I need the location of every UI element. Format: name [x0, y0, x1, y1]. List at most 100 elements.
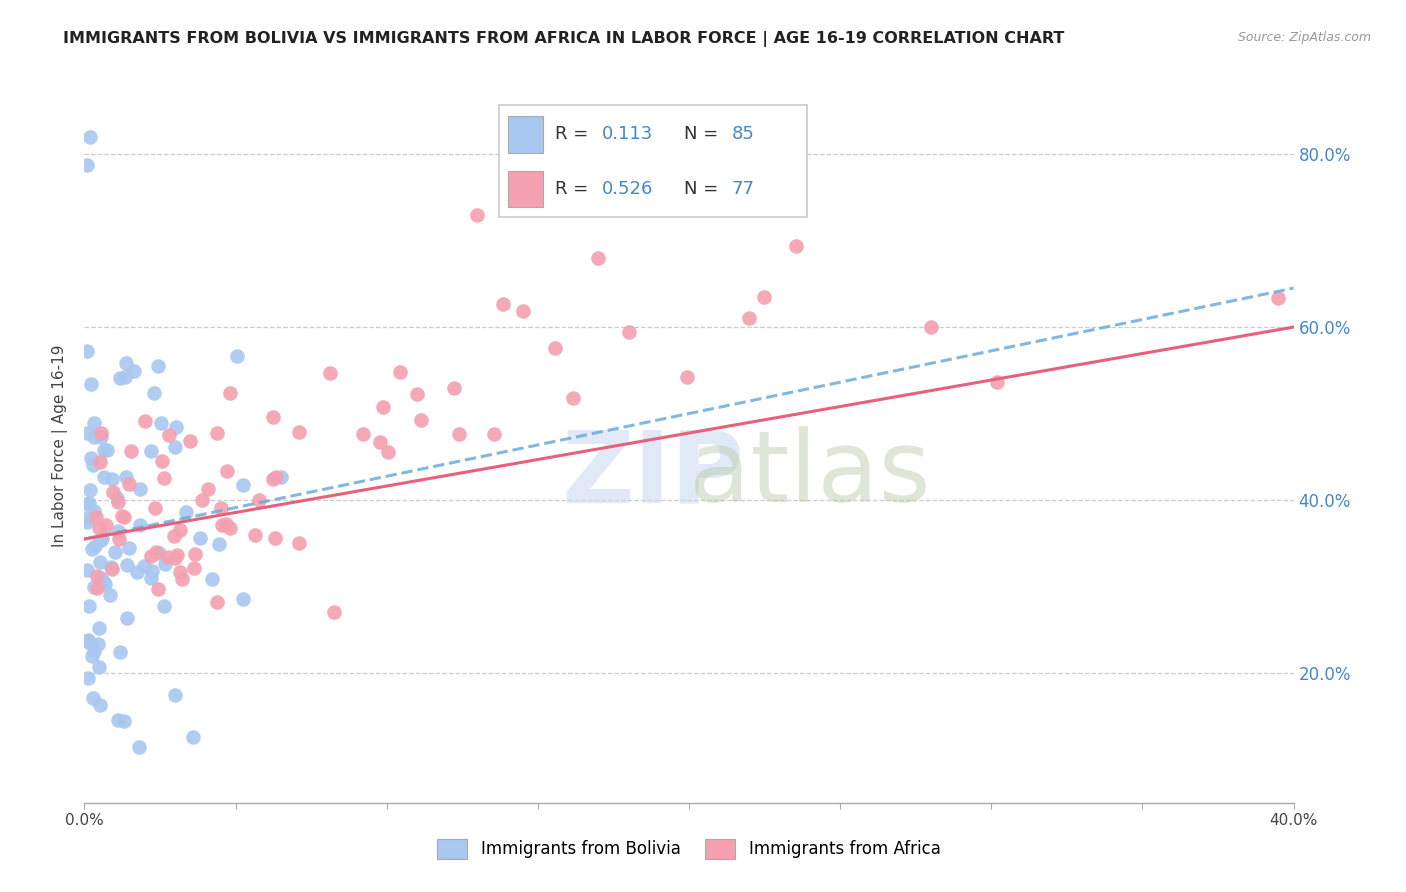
Point — [93, 443, 115, 458]
Point — [205, 595, 228, 609]
Point — [209, 501, 232, 516]
Point — [89, 455, 111, 469]
Point — [181, 730, 204, 744]
Point — [752, 290, 775, 304]
Point — [90, 430, 112, 444]
Point — [112, 714, 135, 728]
Point — [76, 671, 98, 685]
Point — [264, 470, 287, 484]
Point — [449, 427, 471, 442]
Point — [86, 509, 108, 524]
Point — [211, 517, 233, 532]
Point — [157, 427, 180, 442]
Point — [155, 557, 177, 571]
Point — [83, 644, 105, 658]
Point — [82, 691, 104, 706]
Point — [153, 471, 176, 485]
Point — [215, 517, 238, 532]
Point — [141, 571, 163, 585]
Point — [409, 412, 432, 426]
Point — [89, 555, 111, 569]
Point — [163, 440, 186, 454]
Point — [492, 297, 515, 311]
Point — [377, 445, 399, 459]
Point — [134, 414, 156, 428]
Point — [150, 454, 173, 468]
Point — [176, 505, 198, 519]
Text: IMMIGRANTS FROM BOLIVIA VS IMMIGRANTS FROM AFRICA IN LABOR FORCE | AGE 16-19 COR: IMMIGRANTS FROM BOLIVIA VS IMMIGRANTS FR… — [63, 31, 1064, 47]
Point — [179, 434, 201, 448]
Point — [262, 472, 284, 486]
Point — [165, 688, 187, 702]
Point — [115, 356, 138, 370]
Point — [368, 435, 391, 450]
Point — [107, 494, 129, 508]
Point — [141, 443, 163, 458]
Point — [107, 713, 129, 727]
Point — [117, 541, 139, 555]
Point — [146, 359, 169, 373]
Point — [562, 391, 585, 405]
Point — [163, 550, 186, 565]
Point — [288, 425, 311, 440]
Point — [232, 478, 254, 492]
Point — [94, 577, 117, 591]
Point — [153, 599, 176, 613]
Point — [215, 464, 238, 478]
Point — [114, 370, 136, 384]
Point — [163, 529, 186, 543]
Point — [101, 471, 124, 485]
Point — [80, 450, 103, 465]
Point — [264, 531, 287, 545]
Point — [87, 637, 110, 651]
Text: ZIP: ZIP — [561, 426, 744, 523]
Point — [96, 443, 118, 458]
Point — [738, 311, 761, 326]
Point — [125, 565, 148, 579]
Point — [208, 537, 231, 551]
Point — [90, 827, 112, 841]
Point — [86, 568, 108, 582]
Point — [76, 633, 98, 648]
Point — [197, 483, 219, 497]
Point — [143, 385, 166, 400]
Point — [145, 544, 167, 558]
Point — [80, 649, 103, 664]
Point — [920, 320, 942, 334]
Point — [89, 698, 111, 712]
Point — [76, 425, 98, 440]
Point — [77, 599, 100, 613]
Point — [139, 549, 162, 563]
Point — [79, 636, 101, 650]
Point — [200, 572, 222, 586]
Point — [80, 376, 103, 391]
Point — [986, 375, 1008, 389]
Legend: Immigrants from Bolivia, Immigrants from Africa: Immigrants from Bolivia, Immigrants from… — [430, 832, 948, 866]
Point — [77, 496, 100, 510]
Point — [87, 520, 110, 534]
Point — [352, 427, 374, 442]
Point — [389, 365, 412, 379]
Point — [169, 523, 191, 537]
Point — [93, 470, 115, 484]
Point — [262, 410, 284, 425]
Point — [76, 344, 98, 359]
Point — [191, 492, 214, 507]
Point — [112, 510, 135, 524]
Point — [79, 483, 101, 498]
Point — [104, 545, 127, 559]
Point — [247, 492, 270, 507]
Point — [83, 580, 105, 594]
Point — [544, 341, 567, 355]
Point — [115, 558, 138, 572]
Point — [105, 491, 128, 505]
Point — [98, 588, 121, 602]
Point — [129, 518, 152, 533]
Point — [91, 531, 114, 545]
Point — [373, 401, 395, 415]
Point — [588, 251, 610, 265]
Point — [76, 632, 98, 647]
Point — [145, 501, 167, 516]
Point — [83, 429, 105, 443]
Point — [96, 517, 118, 532]
